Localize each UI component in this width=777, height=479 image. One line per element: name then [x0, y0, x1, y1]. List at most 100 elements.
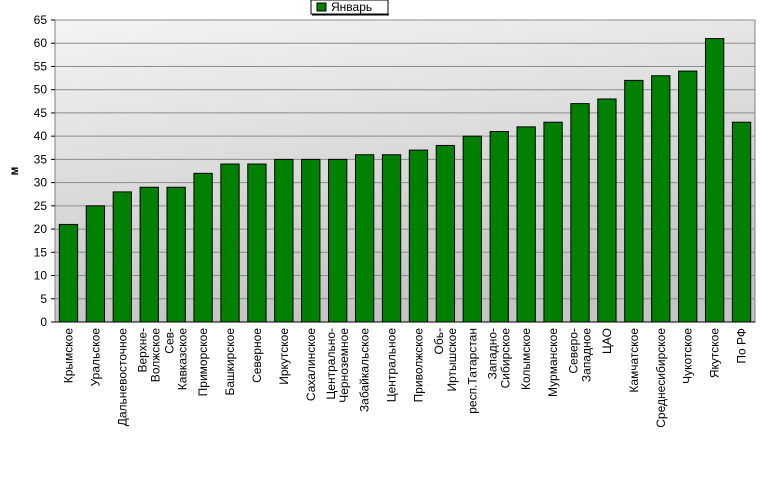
- x-tick-label-line: ЦАО: [600, 328, 614, 354]
- bar: [597, 98, 617, 323]
- y-tick-label: 65: [34, 13, 48, 27]
- x-tick-label: Камчатское: [627, 328, 641, 393]
- bar: [58, 223, 79, 323]
- x-tick-label: Западно-Сибирское: [486, 328, 513, 389]
- bar: [166, 186, 186, 323]
- y-axis-label: м: [7, 166, 21, 175]
- bar: [139, 186, 159, 323]
- plot-area: [54, 19, 756, 323]
- x-tick-label: Верхне-Волжское: [136, 328, 163, 383]
- x-tick-label-line: Волжское: [149, 328, 163, 383]
- bar: [704, 38, 725, 323]
- bar: [731, 121, 752, 323]
- bar: [543, 121, 563, 323]
- x-tick-label-line: Приволжское: [411, 328, 425, 403]
- y-tick-label: 30: [34, 176, 48, 190]
- x-tick-label-line: Якутское: [708, 328, 722, 378]
- legend-swatch: [316, 2, 327, 12]
- x-tick-label-line: По РФ: [735, 328, 749, 364]
- bar: [408, 149, 429, 323]
- x-tick-label-line: респ.Татарстан: [465, 328, 479, 414]
- y-tick-label: 0: [40, 315, 47, 329]
- bar: [516, 126, 536, 323]
- x-tick-label-line: Мурманское: [546, 328, 560, 397]
- bar: [247, 163, 267, 323]
- x-tick-label-line: Западное: [580, 328, 594, 382]
- bar: [489, 131, 509, 323]
- x-tick-label-line: Кавказское: [176, 328, 190, 391]
- y-tick-label: 45: [34, 106, 48, 120]
- x-tick-label: Обь-Иртышское: [432, 328, 459, 392]
- x-tick-label: Иркутское: [277, 328, 291, 385]
- bar: [678, 70, 698, 323]
- x-tick-label-line: Западно-: [486, 328, 500, 379]
- x-tick-label: Уральское: [88, 328, 102, 387]
- x-tick-label: Северо-Западное: [567, 328, 594, 382]
- y-tick-label: 5: [40, 292, 47, 306]
- x-tick-label: Северное: [250, 328, 264, 383]
- x-tick-label-line: Сев-: [163, 328, 177, 354]
- bar: [85, 205, 106, 323]
- y-tick-label: 15: [34, 245, 48, 259]
- x-tick-label-line: Северное: [250, 328, 264, 383]
- x-tick-label-line: Сахалинское: [304, 328, 318, 401]
- x-tick-label: Крымское: [61, 328, 75, 384]
- x-tick-label-line: Черноземное: [337, 328, 351, 403]
- bar: [274, 158, 294, 323]
- x-tick-label-line: Забайкальское: [358, 328, 372, 412]
- y-tick-label: 10: [34, 269, 48, 283]
- x-tick-label: Среднесибирское: [654, 328, 668, 428]
- x-tick-label: Чукотское: [681, 328, 695, 384]
- bar: [112, 191, 132, 323]
- bar: [435, 144, 456, 323]
- x-tick-label: Якутское: [708, 328, 722, 378]
- x-tick-label: Дальневосточное: [115, 328, 129, 427]
- bar: [193, 172, 213, 323]
- x-tick-label-line: Среднесибирское: [654, 328, 668, 428]
- x-tick-label-line: Чукотское: [681, 328, 695, 384]
- x-tick-label: Мурманское: [546, 328, 560, 397]
- legend-label: Январь: [331, 0, 372, 14]
- x-tick-label-line: Северо-: [567, 328, 581, 374]
- bar: [624, 79, 644, 323]
- x-tick-label-line: Крымское: [61, 328, 75, 384]
- bar: [220, 163, 240, 323]
- y-tick-label: 40: [34, 129, 48, 143]
- x-tick-label-line: Центральное: [385, 328, 399, 403]
- y-tick-label: 60: [34, 36, 48, 50]
- x-tick-label: Башкирское: [223, 328, 237, 396]
- y-tick-label: 55: [34, 59, 48, 73]
- x-tick-label: Колымское: [519, 328, 533, 390]
- bar: [301, 158, 321, 323]
- bar: [381, 154, 402, 323]
- y-tick-label: 25: [34, 199, 48, 213]
- x-tick-label-line: Приморское: [196, 328, 210, 397]
- x-tick-label-line: Колымское: [519, 328, 533, 390]
- x-tick-label: Сев-Кавказское: [163, 328, 190, 391]
- x-tick-label: Забайкальское: [358, 328, 372, 412]
- y-tick-label: 35: [34, 152, 48, 166]
- x-tick-label: Сахалинское: [304, 328, 318, 401]
- x-tick-label: Центрально-Черноземное: [324, 328, 351, 403]
- x-tick-label-line: Верхне-: [136, 328, 150, 373]
- bar: [570, 103, 590, 323]
- bar: [651, 75, 671, 323]
- x-tick-label-line: Иркутское: [277, 328, 291, 385]
- x-tick-label-line: Башкирское: [223, 328, 237, 396]
- legend: [310, 0, 389, 15]
- x-tick-label: ЦАО: [600, 328, 614, 354]
- x-tick-label-line: Центрально-: [324, 328, 338, 400]
- x-tick-label-line: Камчатское: [627, 328, 641, 393]
- bar: [328, 158, 348, 323]
- x-tick-label-line: Обь-: [432, 328, 446, 354]
- x-tick-label-line: Сибирское: [499, 328, 513, 389]
- x-tick-label: респ.Татарстан: [465, 328, 479, 414]
- x-tick-label-line: Дальневосточное: [115, 328, 129, 427]
- x-tick-label-line: Уральское: [88, 328, 102, 387]
- x-tick-label: Приволжское: [411, 328, 425, 403]
- x-tick-label-line: Иртышское: [445, 328, 459, 392]
- y-tick-label: 50: [34, 83, 48, 97]
- x-tick-label: Центральное: [385, 328, 399, 403]
